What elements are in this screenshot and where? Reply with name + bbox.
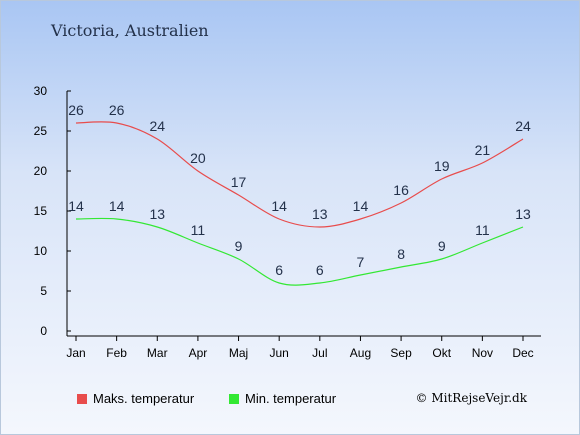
- x-tick-label: Okt: [432, 346, 451, 360]
- data-label-max: 24: [515, 118, 531, 134]
- y-tick-label: 5: [40, 284, 47, 298]
- legend-swatch-min: [229, 393, 239, 404]
- x-tick-label: Mar: [147, 346, 168, 360]
- data-label-min: 13: [515, 206, 531, 222]
- y-tick-label: 0: [40, 324, 47, 338]
- y-tick-label: 15: [34, 204, 48, 218]
- chart-title: Victoria, Australien: [51, 21, 209, 40]
- data-label-max: 21: [475, 142, 491, 158]
- data-label-max: 26: [109, 102, 125, 118]
- legend-label-min: Min. temperatur: [245, 391, 337, 406]
- data-label-min: 11: [191, 222, 206, 238]
- data-label-min: 14: [109, 198, 125, 214]
- data-label-min: 6: [275, 262, 283, 278]
- data-label-max: 24: [149, 118, 165, 134]
- y-tick-label: 30: [34, 84, 48, 98]
- legend-item-max: Maks. temperatur: [77, 391, 194, 406]
- data-label-min: 14: [68, 198, 84, 214]
- x-tick-label: Apr: [189, 346, 208, 360]
- x-tick-label: Aug: [350, 346, 371, 360]
- x-tick-label: Jun: [270, 346, 289, 360]
- data-label-max: 19: [434, 158, 450, 174]
- x-tick-label: Feb: [106, 346, 127, 360]
- legend-label-max: Maks. temperatur: [93, 391, 195, 406]
- x-tick-label: Dec: [512, 346, 533, 360]
- data-label-min: 9: [438, 238, 446, 254]
- data-label-max: 14: [271, 198, 287, 214]
- x-tick-label: Nov: [472, 346, 493, 360]
- series-line-min: [75, 217, 524, 286]
- data-label-min: 7: [357, 254, 365, 270]
- data-label-max: 13: [312, 206, 328, 222]
- x-tick-label: Jul: [312, 346, 327, 360]
- data-label-min: 8: [397, 246, 405, 262]
- data-label-min: 9: [235, 238, 243, 254]
- data-label-max: 16: [393, 182, 409, 198]
- y-tick-label: 25: [34, 124, 48, 138]
- data-label-min: 11: [475, 222, 490, 238]
- data-label-max: 20: [190, 150, 206, 166]
- data-label-max: 17: [231, 174, 247, 190]
- data-label-max: 26: [68, 102, 84, 118]
- x-tick-label: Maj: [229, 346, 248, 360]
- legend-swatch-max: [77, 393, 87, 404]
- x-tick-label: Sep: [390, 346, 412, 360]
- y-tick-label: 20: [34, 164, 48, 178]
- y-tick-label: 10: [34, 244, 48, 258]
- series-line-max: [75, 121, 524, 228]
- legend-item-min: Min. temperatur: [229, 391, 336, 406]
- data-label-min: 6: [316, 262, 324, 278]
- data-label-max: 14: [353, 198, 369, 214]
- data-label-min: 13: [149, 206, 165, 222]
- x-tick-label: Jan: [66, 346, 85, 360]
- copyright-text: © MitRejseVejr.dk: [415, 391, 527, 405]
